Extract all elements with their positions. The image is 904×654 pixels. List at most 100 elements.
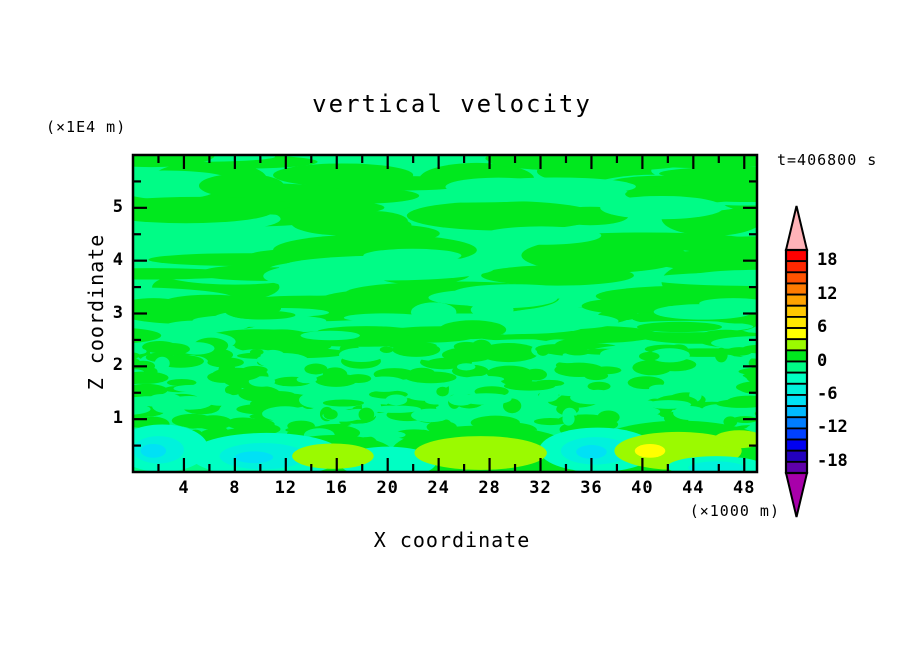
cyan-cell (140, 443, 167, 458)
updraft-speckle (723, 416, 738, 428)
updraft-speckle (133, 155, 215, 168)
colorbar-label--18: -18 (817, 450, 848, 471)
downdraft-speckle (605, 387, 650, 395)
updraft-speckle (638, 351, 660, 361)
turquoise-cell (688, 461, 745, 472)
downdraft-speckle (766, 418, 788, 426)
colorbar-label--12: -12 (817, 417, 848, 438)
x-tick-label-48: 48 (733, 478, 756, 498)
downdraft-speckle (375, 431, 406, 439)
updraft-speckle (533, 379, 565, 387)
y-tick-label-2: 2 (112, 355, 123, 376)
colorbar-segment-deep-blue (785, 438, 808, 452)
y-tick-label-1: 1 (112, 408, 123, 429)
updraft-speckle (344, 176, 471, 191)
downdraft-speckle (192, 314, 327, 327)
downdraft-speckle (503, 312, 619, 330)
plot-title: vertical velocity (312, 90, 592, 118)
downdraft-speckle (370, 405, 422, 413)
colorbar-over-arrow (784, 205, 809, 251)
colorbar (784, 205, 809, 518)
colorbar-segment-yellow-gold (785, 315, 808, 329)
colorbar-label-12: 12 (817, 283, 838, 304)
downdraft-speckle (547, 185, 629, 202)
updraft-speckle (166, 378, 197, 387)
updraft-speckle (533, 417, 567, 426)
updraft-speckle (249, 349, 264, 356)
updraft-speckle (291, 209, 401, 236)
time-annotation: t=406800 s (777, 151, 878, 169)
x-tick-label-36: 36 (580, 478, 603, 498)
colorbar-under-arrow (784, 472, 809, 518)
updraft-speckle (650, 248, 757, 273)
updraft-speckle (304, 363, 328, 375)
colorbar-label-0: 0 (817, 350, 828, 371)
updraft-speckle (441, 347, 494, 363)
colorbar-label-18: 18 (817, 250, 838, 271)
colorbar-segment-amber (785, 293, 808, 307)
updraft-speckle (564, 347, 591, 356)
downdraft-speckle (464, 375, 505, 383)
downdraft-speckle (152, 398, 182, 414)
downdraft-speckle (552, 355, 589, 364)
colorbar-segment-spring-green (785, 360, 808, 374)
updraft-speckle (133, 371, 169, 384)
updraft-speckle (715, 399, 757, 408)
downdraft-speckle (649, 348, 690, 363)
downdraft-speckle (278, 255, 495, 281)
updraft-speckle (322, 399, 365, 407)
downdraft-speckle (300, 330, 360, 341)
updraft-speckle (212, 367, 261, 382)
x-tick-label-4: 4 (178, 478, 190, 498)
updraft-speckle (408, 202, 605, 229)
x-axis-units-label: (×1000 m) (689, 502, 780, 520)
green-yellow-cell (414, 436, 547, 470)
downdraft-speckle (256, 352, 309, 367)
updraft-speckle (536, 346, 549, 356)
x-tick-label-20: 20 (376, 478, 399, 498)
updraft-speckle (300, 187, 420, 204)
updraft-speckle (408, 367, 435, 378)
updraft-speckle (194, 415, 233, 430)
downdraft-speckle (600, 195, 724, 220)
updraft-speckle (257, 402, 271, 409)
colorbar-segment-gold (785, 304, 808, 318)
updraft-speckle (741, 344, 757, 354)
y-tick-label-4: 4 (112, 249, 123, 270)
colorbar-segment-azure (785, 416, 808, 430)
downdraft-speckle (428, 289, 534, 306)
colorbar-segment-yellow (785, 327, 808, 341)
updraft-speckle (160, 294, 259, 313)
downdraft-speckle (593, 402, 624, 412)
y-axis-units-label: (×1E4 m) (46, 118, 127, 136)
updraft-speckle (554, 362, 604, 377)
downdraft-speckle (562, 412, 575, 426)
downdraft-speckle (609, 405, 661, 418)
updraft-speckle (492, 348, 527, 358)
updraft-speckle (481, 265, 634, 286)
cyan-cell (576, 445, 607, 459)
downdraft-speckle (248, 376, 276, 387)
downdraft-speckle (648, 384, 672, 393)
updraft-speckle (746, 368, 757, 384)
colorbar-segment-orange-red (785, 271, 808, 285)
updraft-speckle (238, 385, 281, 402)
x-axis-title: X coordinate (373, 528, 531, 552)
updraft-speckle (323, 409, 338, 420)
y-tick-label-3: 3 (112, 302, 123, 323)
downdraft-speckle (600, 348, 634, 361)
x-tick-label-8: 8 (229, 478, 241, 498)
downdraft-speckle (424, 397, 448, 405)
colorbar-segment-blue (785, 427, 808, 441)
downdraft-speckle (133, 465, 136, 471)
updraft-speckle (485, 155, 659, 169)
updraft-speckle (388, 341, 437, 350)
downdraft-speckle (570, 390, 612, 405)
colorbar-segment-sky-blue (785, 405, 808, 419)
downdraft-speckle (338, 347, 384, 362)
downdraft-speckle (268, 408, 299, 420)
downdraft-speckle (520, 389, 544, 396)
yellow-cell (634, 443, 666, 458)
updraft-speckle (587, 381, 611, 391)
